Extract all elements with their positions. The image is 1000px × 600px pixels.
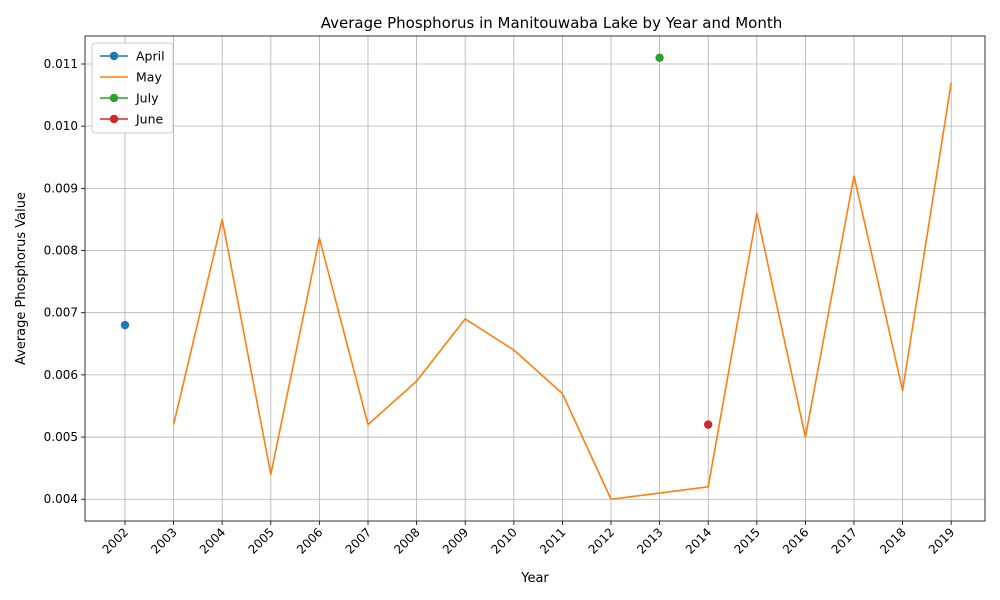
y-tick-label: 0.009 [44,181,78,195]
legend-box [91,42,174,134]
legend-marker-july [109,93,119,103]
series-line-may [172,82,952,501]
data-point-april [120,320,130,330]
y-tick-label: 0.005 [44,430,78,444]
chart-title: Average Phosphorus in Manitouwaba Lake b… [321,14,783,32]
x-axis-label: Year [520,571,549,586]
legend-label-july: July [135,91,159,106]
data-point-july [655,53,664,62]
plot-area [85,36,985,521]
legend-label-may: May [136,70,162,85]
data-point-june [704,420,713,429]
y-tick-label: 0.011 [44,57,78,71]
plot-frame [84,35,986,522]
series-layer [120,53,952,501]
legend-marker-april [109,51,119,61]
legend-label-june: June [135,112,164,127]
grid [85,36,985,521]
y-tick-label: 0.010 [44,119,78,133]
y-axis-label: Average Phosphorus Value [14,192,29,365]
legend-marker-june [109,114,119,124]
legend-label-april: April [136,49,165,64]
y-tick-label: 0.008 [44,244,78,258]
y-tick-label: 0.006 [44,368,78,382]
legend: April May July June [91,42,174,134]
y-tick-label: 0.007 [44,306,78,320]
y-tick-label: 0.004 [44,492,78,506]
y-axis: 0.004 0.005 0.006 0.007 0.008 0.009 0.010 0.011 [44,57,85,506]
